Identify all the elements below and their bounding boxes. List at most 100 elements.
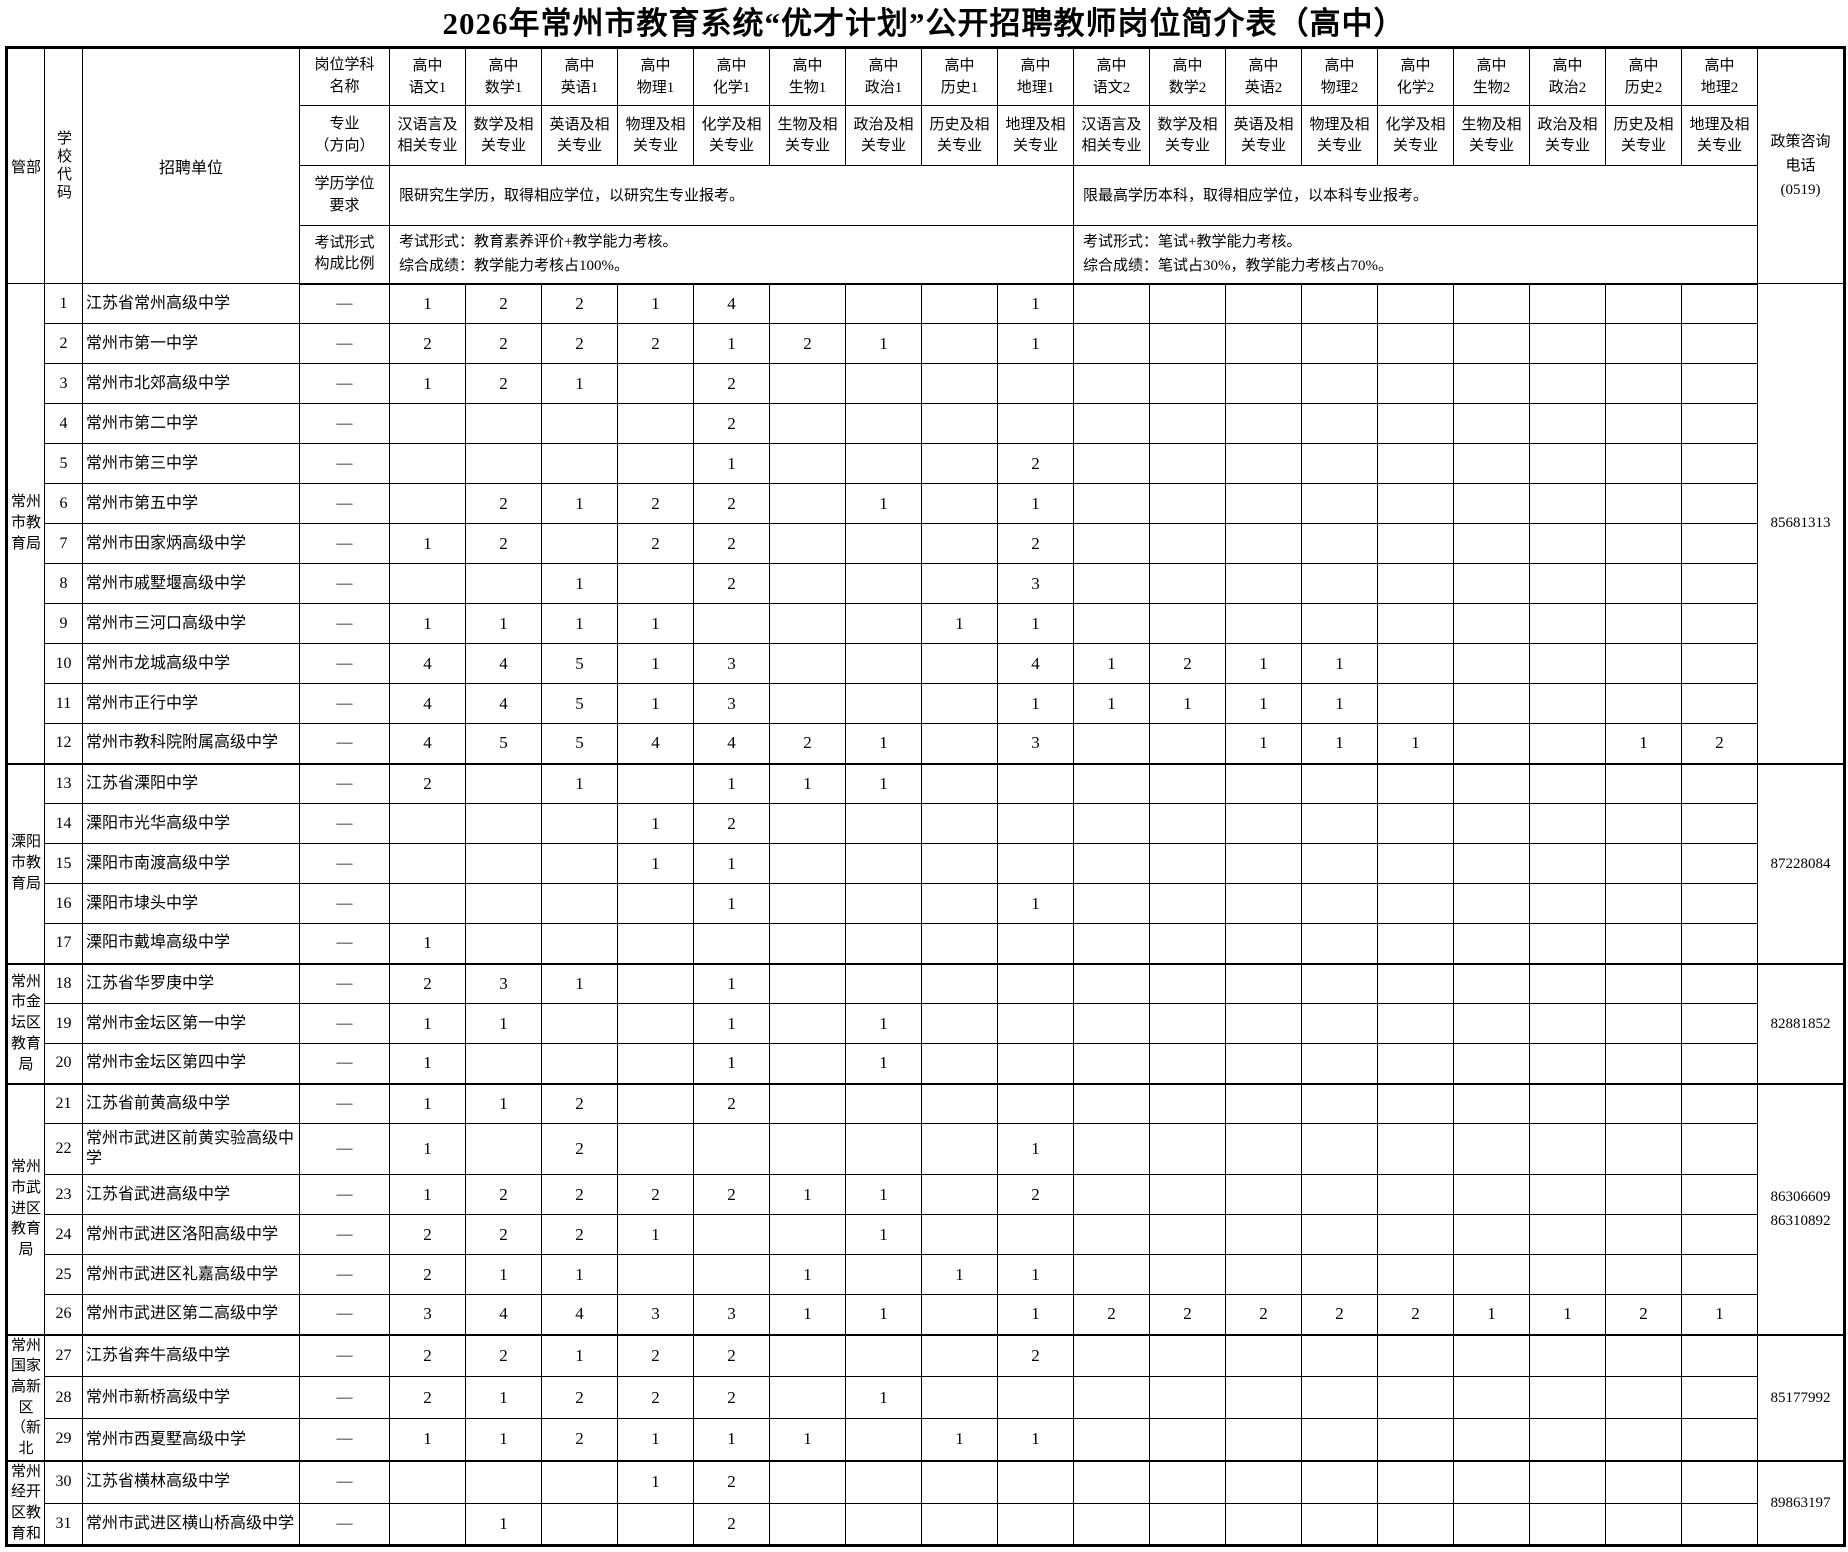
major-header: 生物及相关专业 [769,105,846,166]
position-count [1681,403,1758,444]
position-count: 1 [845,323,922,364]
position-count [617,443,694,484]
position-count: 3 [693,683,770,724]
position-count [769,1333,846,1378]
position-count [1149,283,1226,324]
position-count [1225,523,1302,564]
school-code: 3 [44,363,83,404]
school-name: 常州市武进区第二高级中学 [82,1294,300,1335]
position-count: 2 [389,1333,466,1378]
subject-header: 高中 生物2 [1453,47,1530,106]
position-count [1453,923,1530,964]
position-count [769,923,846,964]
position-count: 4 [617,723,694,764]
position-count [769,443,846,484]
position-count [921,563,998,604]
school-code: 27 [44,1333,83,1378]
position-count [1301,403,1378,444]
subject-header: 高中 历史2 [1605,47,1682,106]
position-count [1453,1043,1530,1084]
position-count [1301,762,1378,804]
position-count [617,1254,694,1295]
position-count [997,1214,1074,1255]
subject-header: 高中 政治1 [845,47,922,106]
subject-header: 高中 地理1 [997,47,1074,106]
position-count [1073,1418,1150,1462]
major-direction: — [299,762,390,804]
major-direction: — [299,1418,390,1462]
major-header: 数学及相关专业 [465,105,542,166]
table-row: 16 溧阳市埭头中学 — 1 1 [7,883,1845,924]
position-count: 1 [1073,683,1150,724]
position-count [1073,403,1150,444]
position-count [1073,1459,1150,1504]
position-count [465,762,542,804]
position-count [1529,1418,1606,1462]
position-count [921,962,998,1004]
subject-header: 高中 数学2 [1149,47,1226,106]
position-count: 1 [541,1254,618,1295]
position-count [1073,363,1150,404]
school-name: 溧阳市光华高级中学 [82,803,300,844]
position-count [921,1294,998,1335]
position-count: 2 [541,1082,618,1124]
position-count: 1 [465,1082,542,1124]
major-direction: — [299,1003,390,1044]
position-count [769,1502,846,1547]
guanbu-group-label: 常州市金坛区教育局 [6,962,45,1084]
position-count [465,923,542,964]
position-count [1073,1174,1150,1215]
position-count: 2 [1681,723,1758,764]
position-count: 2 [617,523,694,564]
school-name: 常州市第一中学 [82,323,300,364]
position-count [1377,883,1454,924]
header-row-exam: 考试形式 构成比例 考试形式：教育素养评价+教学能力考核。 综合成绩：教学能力考… [7,225,1845,285]
position-count: 1 [997,883,1074,924]
position-count: 2 [769,723,846,764]
position-count [921,323,998,364]
position-count: 1 [1225,723,1302,764]
recruiting-unit-header: 招聘单位 [82,47,300,284]
position-count [1529,962,1606,1004]
position-count: 1 [693,1003,770,1044]
position-count: 1 [997,1418,1074,1462]
position-count [1605,1418,1682,1462]
position-count: 1 [465,1418,542,1462]
position-count: 2 [617,1174,694,1215]
position-count [1529,1459,1606,1504]
position-count [1073,762,1150,804]
position-count [541,443,618,484]
position-count: 3 [997,723,1074,764]
position-count [1377,843,1454,884]
position-count [465,843,542,884]
position-count [1301,603,1378,644]
position-count [389,883,466,924]
major-direction: — [299,1043,390,1084]
school-name: 溧阳市戴埠高级中学 [82,923,300,964]
position-count [1073,1123,1150,1175]
position-count [617,883,694,924]
position-count [1301,883,1378,924]
position-count: 1 [997,483,1074,524]
position-count [1605,883,1682,924]
policy-phone-value: 87228084 [1757,762,1845,964]
subject-name-label: 岗位学科 名称 [299,47,390,106]
position-count [769,1043,846,1084]
position-count [1149,1123,1226,1175]
position-count [1605,843,1682,884]
school-name: 常州市武进区前黄实验高级中学 [82,1123,300,1175]
position-count [1073,283,1150,324]
position-count [1453,1082,1530,1124]
position-count [845,643,922,684]
position-count [1605,603,1682,644]
position-count: 2 [389,962,466,1004]
position-count: 2 [465,323,542,364]
school-name: 常州市金坛区第一中学 [82,1003,300,1044]
position-count [845,803,922,844]
position-count [1605,923,1682,964]
major-direction: — [299,883,390,924]
position-count: 1 [845,1003,922,1044]
major-header: 汉语言及相关专业 [1073,105,1150,166]
position-count [1681,923,1758,964]
position-count [1681,563,1758,604]
